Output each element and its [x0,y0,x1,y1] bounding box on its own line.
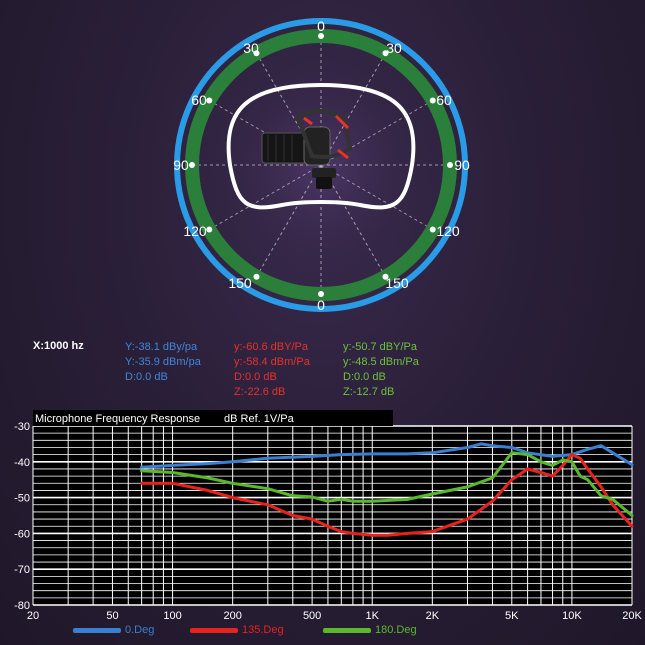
polar-angle-dot [382,50,389,57]
x-tick-label: 500 [303,610,321,620]
polar-angle-dot [382,273,389,280]
polar-label-left-60: 60 [191,92,207,108]
polar-angle-dot [318,291,324,297]
chart-title: Microphone Frequency Response [35,413,200,425]
polar-label-right-60: 60 [436,92,452,108]
legend-swatch [73,627,121,633]
polar-label-left-30: 30 [243,40,259,56]
readout-line: y:-50.7 dBY/Pa [343,341,417,353]
y-tick-label: -80 [14,600,30,612]
grid [32,425,633,606]
legend-item-135deg: 135.Deg [190,624,284,636]
polar-spoke [320,164,427,227]
title-bar [33,410,393,426]
polar-angle-dot [429,97,436,104]
polar-label-left-90: 90 [173,157,189,173]
frequency-response-chart: Microphone Frequency Response dB Ref. 1V/… [14,410,642,620]
polar-pattern-diagram: 0 0 30 60 90 120 150 30 60 90 120 150 [173,18,470,313]
legend-label: 135.Deg [242,624,284,636]
polar-angle-dot [253,273,260,280]
polar-angle-dot [447,162,453,168]
microphone-icon [261,109,353,189]
readout-line: D:0.0 dB [343,371,386,383]
y-axis-label: dB Ref. 1V/Pa [224,413,295,425]
polar-label-left-150: 150 [228,275,252,291]
polar-angle-dot [206,226,213,233]
polar-label-right-150: 150 [385,275,409,291]
y-tick-label: -70 [14,564,30,576]
readout-line: Z:-12.7 dB [343,386,395,398]
y-tick-label: -50 [14,493,30,505]
readout-line: Y:-35.9 dBm/pa [125,356,201,368]
polar-spoke [259,164,322,271]
x-tick-label: 5K [505,610,519,620]
polar-label-right-90: 90 [454,157,470,173]
x-tick-label: 20 [27,610,39,620]
x-tick-label: 20K [622,610,642,620]
polar-label-bottom: 0 [317,297,325,313]
polar-spoke [320,59,383,166]
series-line-180.Deg [140,451,634,517]
polar-label-left-120: 120 [183,223,207,239]
x-tick-label: 2K [426,610,440,620]
polar-label-right-120: 120 [436,223,460,239]
x-tick-label: 100 [163,610,181,620]
legend-swatch [323,627,371,633]
readout-line: D:0.0 dB [125,371,168,383]
legend-label: 180.Deg [375,624,417,636]
readout-line: y:-60.6 dBY/Pa [234,341,308,353]
legend-label: 0.Deg [125,624,155,636]
readout-column-180deg: y:-50.7 dBY/Pa y:-48.5 dBm/Pa D:0.0 dB Z… [343,340,419,400]
polar-angle-dot [318,33,324,39]
y-tick-label: -40 [14,457,30,469]
outer-ring [174,18,468,312]
polar-angle-dot [189,162,195,168]
polar-angle-dot [206,97,213,104]
readout-line: Z:-22.6 dB [234,386,286,398]
y-tick-label: -60 [14,528,30,540]
x-tick-label: 200 [223,610,241,620]
readout-line: y:-48.5 dBm/Pa [343,356,419,368]
readout-line: Y:-38.1 dBy/pa [125,341,198,353]
readout-column-135deg: y:-60.6 dBY/Pa y:-58.4 dBm/Pa D:0.0 dB Z… [234,340,310,400]
series-line-0.Deg [140,442,634,469]
frequency-readout: X:1000 hz [33,340,84,352]
x-tick-label: 1K [365,610,379,620]
polar-spoke [215,164,322,227]
readout-line: D:0.0 dB [234,371,277,383]
polar-pattern-curve [226,82,416,210]
readout-column-0deg: Y:-38.1 dBy/pa Y:-35.9 dBm/pa D:0.0 dB [125,340,201,385]
legend-swatch [190,627,238,633]
legend-item-0deg: 0.Deg [73,624,154,636]
readout-line: y:-58.4 dBm/Pa [234,356,310,368]
series-line-135.Deg [140,453,634,537]
polar-angle-dot [429,226,436,233]
polar-angle-dot [253,50,260,57]
x-tick-label: 50 [106,610,118,620]
x-tick-label: 10K [562,610,582,620]
polar-label-right-30: 30 [386,40,402,56]
polar-label-top: 0 [317,18,325,34]
legend-item-180deg: 180.Deg [323,624,417,636]
polar-angle-dots [189,33,453,297]
plot-area [33,426,632,605]
y-tick-label: -30 [14,421,30,433]
